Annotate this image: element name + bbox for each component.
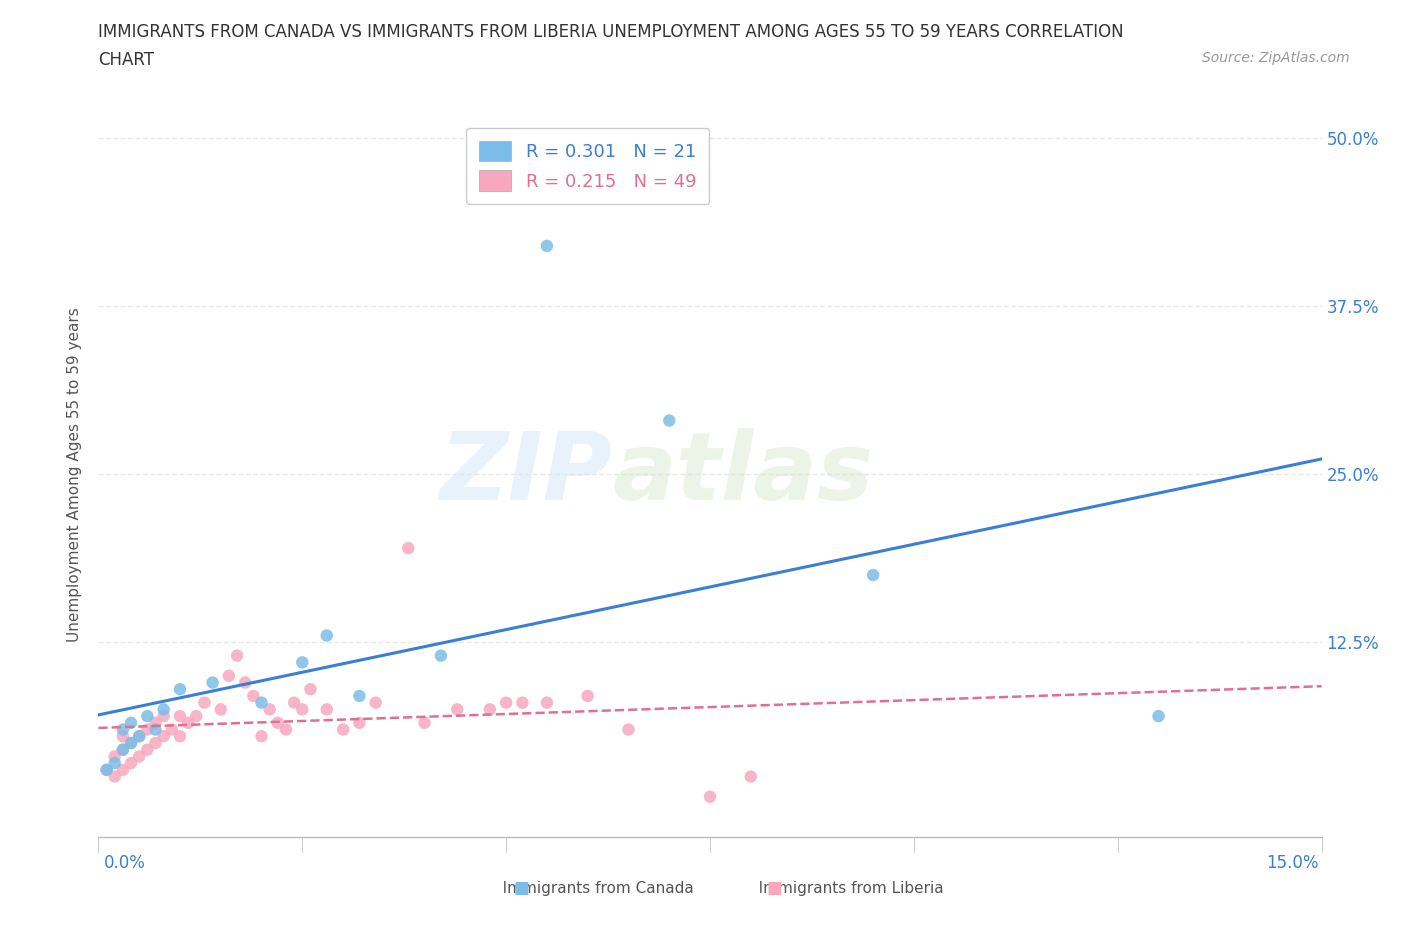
Point xyxy=(128,729,150,744)
Point xyxy=(96,763,118,777)
Point xyxy=(699,790,721,804)
Point xyxy=(96,763,118,777)
Point xyxy=(136,709,159,724)
Point xyxy=(201,675,224,690)
Point xyxy=(862,567,884,582)
Point xyxy=(209,702,232,717)
Point xyxy=(169,729,191,744)
Point xyxy=(495,696,517,711)
Text: Immigrants from Canada: Immigrants from Canada xyxy=(488,881,693,896)
Point xyxy=(120,756,142,771)
Text: ■: ■ xyxy=(766,879,782,897)
Y-axis label: Unemployment Among Ages 55 to 59 years: Unemployment Among Ages 55 to 59 years xyxy=(67,307,83,642)
Point xyxy=(536,238,558,253)
Text: CHART: CHART xyxy=(98,51,155,69)
Point xyxy=(658,413,681,428)
Point xyxy=(120,715,142,730)
Point xyxy=(169,682,191,697)
Point xyxy=(104,749,127,764)
Point xyxy=(169,709,191,724)
Point xyxy=(740,769,762,784)
Text: IMMIGRANTS FROM CANADA VS IMMIGRANTS FROM LIBERIA UNEMPLOYMENT AMONG AGES 55 TO : IMMIGRANTS FROM CANADA VS IMMIGRANTS FRO… xyxy=(98,23,1123,41)
Point xyxy=(250,729,273,744)
Point xyxy=(242,688,264,703)
Point xyxy=(396,540,419,555)
Point xyxy=(315,628,337,643)
Point xyxy=(193,696,215,711)
Point xyxy=(349,715,371,730)
Point xyxy=(274,722,297,737)
Point xyxy=(259,702,281,717)
Point xyxy=(617,722,640,737)
Point xyxy=(299,682,322,697)
Point xyxy=(291,702,314,717)
Point xyxy=(233,675,256,690)
Point xyxy=(512,696,534,711)
Point xyxy=(267,715,290,730)
Point xyxy=(111,722,134,737)
Point xyxy=(145,715,167,730)
Point xyxy=(536,696,558,711)
Point xyxy=(332,722,354,737)
Point xyxy=(446,702,468,717)
Point xyxy=(430,648,453,663)
Text: atlas: atlas xyxy=(612,429,873,520)
Point xyxy=(111,742,134,757)
Point xyxy=(152,702,174,717)
Point xyxy=(364,696,387,711)
Point xyxy=(136,722,159,737)
Text: 0.0%: 0.0% xyxy=(104,854,146,872)
Point xyxy=(177,715,200,730)
Point xyxy=(145,736,167,751)
Point xyxy=(152,709,174,724)
Point xyxy=(315,702,337,717)
Point xyxy=(160,722,183,737)
Point xyxy=(111,763,134,777)
Point xyxy=(111,742,134,757)
Legend: R = 0.301   N = 21, R = 0.215   N = 49: R = 0.301 N = 21, R = 0.215 N = 49 xyxy=(467,128,709,204)
Point xyxy=(128,729,150,744)
Point xyxy=(152,729,174,744)
Text: ■: ■ xyxy=(513,879,529,897)
Point xyxy=(136,742,159,757)
Point xyxy=(283,696,305,711)
Point xyxy=(111,729,134,744)
Point xyxy=(145,722,167,737)
Point xyxy=(349,688,371,703)
Point xyxy=(576,688,599,703)
Point xyxy=(186,709,208,724)
Text: Immigrants from Liberia: Immigrants from Liberia xyxy=(744,881,943,896)
Point xyxy=(478,702,501,717)
Point xyxy=(413,715,436,730)
Point xyxy=(104,769,127,784)
Point xyxy=(128,749,150,764)
Point xyxy=(250,696,273,711)
Point xyxy=(120,736,142,751)
Text: Source: ZipAtlas.com: Source: ZipAtlas.com xyxy=(1202,51,1350,65)
Point xyxy=(104,756,127,771)
Point xyxy=(218,669,240,684)
Point xyxy=(226,648,249,663)
Text: 15.0%: 15.0% xyxy=(1267,854,1319,872)
Point xyxy=(1147,709,1170,724)
Point xyxy=(120,736,142,751)
Point xyxy=(291,655,314,670)
Text: ZIP: ZIP xyxy=(439,429,612,520)
